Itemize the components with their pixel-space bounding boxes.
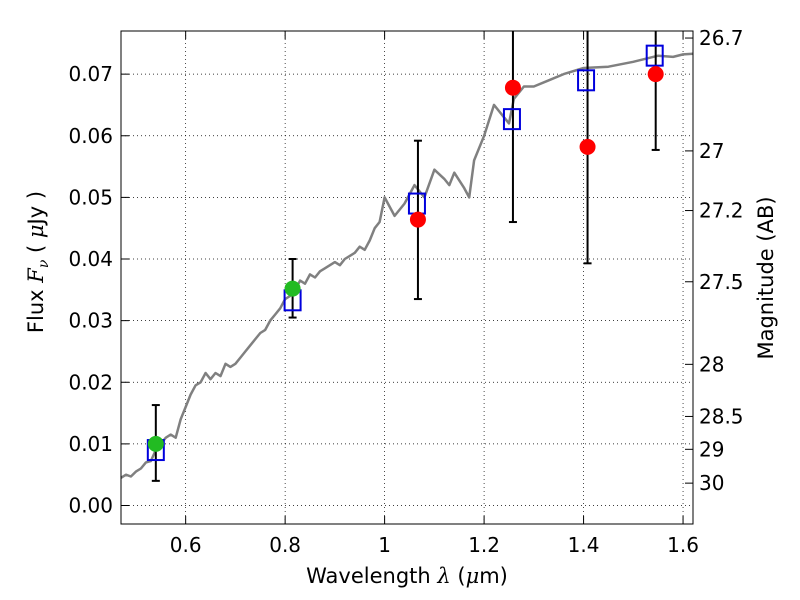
y2-tick-label: 29 (699, 437, 724, 461)
x-tick-label: 0.6 (170, 533, 202, 557)
y-tick-label: 0.05 (68, 185, 113, 209)
ticks: 0.6 0.8 1 1.2 1.4 1.6 0.00 0.01 0.02 0.03 0.04 0.05… (68, 26, 743, 557)
red-data-point (647, 66, 664, 83)
y-tick-label: 0.00 (68, 494, 113, 518)
x-tick-label: 0.8 (269, 533, 301, 557)
model-photometry-square (577, 69, 596, 92)
y-axis-title: Flux Fν ( μJy ) (24, 191, 52, 333)
red-data-point (579, 138, 596, 155)
red-data-point (504, 79, 521, 96)
y2-tick-label: 30 (699, 471, 724, 495)
y-tick-label: 0.01 (68, 432, 113, 456)
y-tick-label: 0.02 (68, 370, 113, 394)
y-tick-label: 0.06 (68, 124, 113, 148)
y2-axis-title: Magnitude (AB) (754, 196, 778, 359)
y2-tick-label: 26.7 (699, 26, 744, 50)
x-tick-label: 1.4 (568, 533, 600, 557)
y2-tick-label: 28 (699, 352, 724, 376)
x-tick-label: 1.2 (468, 533, 500, 557)
y2-tick-label: 27.2 (699, 199, 744, 223)
x-tick-label: 1.6 (667, 533, 699, 557)
y2-tick-label: 27 (699, 139, 724, 163)
model-photometry-square (502, 108, 521, 131)
series-layer (120, 31, 694, 482)
y-tick-label: 0.04 (68, 247, 113, 271)
y2-tick-label: 28.5 (699, 404, 744, 428)
x-axis-title: Wavelength λ (μm) (306, 564, 508, 588)
grid (121, 31, 693, 524)
spectrum-line (120, 52, 694, 479)
red-data-point (409, 211, 426, 228)
green-data-point (284, 280, 301, 297)
y-tick-label: 0.03 (68, 309, 113, 333)
y-tick-label: 0.07 (68, 62, 113, 86)
green-data-point (147, 435, 164, 452)
plot-frame (120, 30, 694, 525)
x-tick-label: 1 (378, 533, 391, 557)
model-photometry-square (645, 44, 664, 67)
y2-tick-label: 27.5 (699, 270, 744, 294)
